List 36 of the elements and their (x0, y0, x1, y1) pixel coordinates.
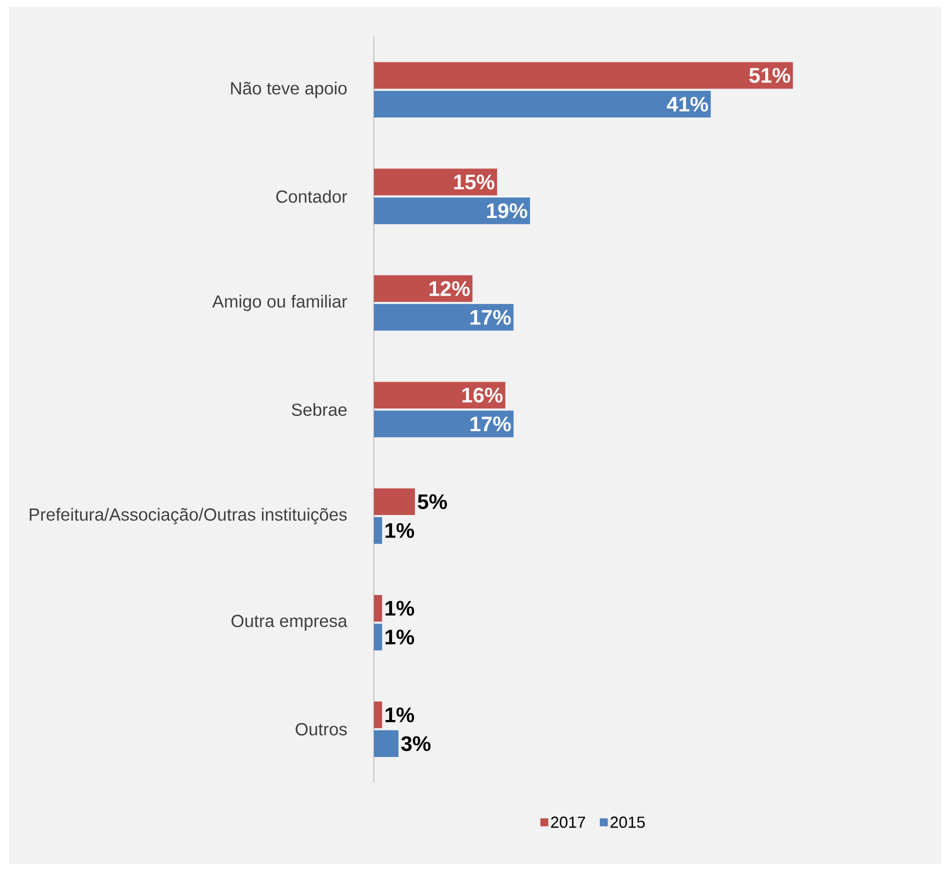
data-label: 16% (462, 388, 503, 403)
data-label: 1% (386, 707, 414, 722)
bar (374, 624, 382, 650)
data-label: 41% (666, 96, 708, 112)
data-label: 17% (470, 310, 511, 325)
data-label: 1% (386, 523, 414, 538)
data-label: 19% (487, 203, 528, 218)
bar (374, 517, 382, 544)
bar (374, 594, 382, 622)
y-tick-label: Amigo ou familiar (212, 294, 348, 312)
data-label: 12% (430, 281, 470, 296)
bar (374, 62, 793, 89)
bar (374, 702, 382, 728)
legend-label: 2017 (551, 816, 586, 828)
bar (374, 410, 514, 438)
y-tick-label: Não teve apoio (231, 82, 347, 98)
y-tick-label: Contador (276, 190, 348, 203)
data-label: 1% (386, 600, 414, 616)
data-label: 1% (386, 630, 414, 644)
bar (374, 304, 514, 331)
bar (374, 90, 711, 118)
data-label: 51% (749, 68, 790, 83)
data-label: 5% (418, 494, 447, 510)
data-label: 15% (454, 174, 494, 190)
y-tick-label: Prefeitura/Associação/Outras instituições (30, 508, 347, 524)
y-tick-label: Sebrae (292, 403, 347, 416)
legend-label: 2015 (610, 816, 645, 828)
data-label: 17% (470, 416, 511, 432)
y-tick-label: Outros (296, 723, 347, 736)
bar (374, 168, 498, 196)
bar (374, 488, 415, 516)
bar (374, 730, 399, 757)
y-tick-label: Outra empresa (232, 614, 348, 631)
bar (374, 382, 506, 408)
bar (374, 197, 530, 224)
data-label: 3% (401, 736, 431, 752)
